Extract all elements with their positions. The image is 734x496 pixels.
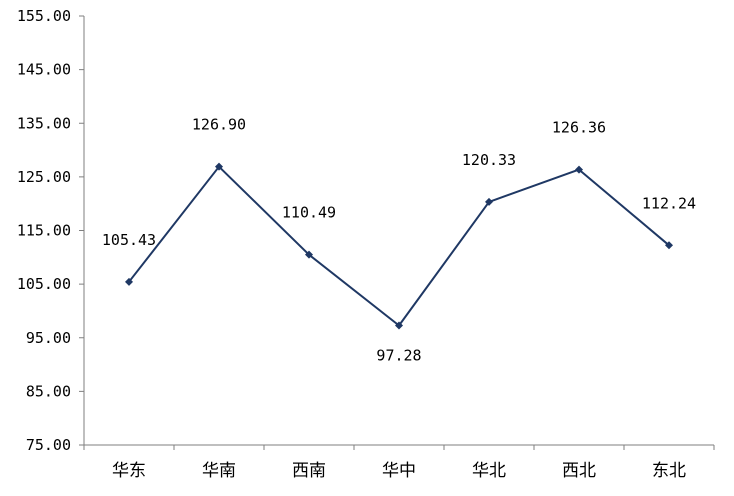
- data-label: 126.36: [552, 119, 606, 137]
- y-tick-label: 125.00: [17, 168, 71, 186]
- data-point-marker: [215, 162, 223, 171]
- data-point-marker: [575, 165, 583, 174]
- x-tick-label: 华南: [202, 461, 236, 481]
- x-tick-label: 华东: [112, 461, 146, 481]
- data-label: 110.49: [282, 204, 336, 222]
- x-tick-label: 华中: [382, 461, 416, 481]
- data-point-marker: [485, 197, 493, 206]
- x-tick-label: 西南: [292, 461, 326, 481]
- y-tick-label: 145.00: [17, 61, 71, 79]
- y-tick-label: 135.00: [17, 114, 71, 132]
- y-tick-label: 95.00: [26, 329, 71, 347]
- x-tick-label: 东北: [652, 461, 686, 481]
- data-point-marker: [665, 241, 673, 250]
- data-label: 126.90: [192, 116, 246, 134]
- data-label: 120.33: [462, 151, 516, 169]
- data-label: 112.24: [642, 194, 696, 212]
- y-tick-label: 85.00: [26, 382, 71, 400]
- x-tick-label: 西北: [562, 461, 596, 481]
- data-point-marker: [125, 277, 133, 286]
- y-tick-label: 115.00: [17, 222, 71, 240]
- y-tick-label: 155.00: [17, 7, 71, 25]
- data-label: 97.28: [376, 347, 421, 365]
- data-label: 105.43: [102, 231, 156, 249]
- series-line: [128, 165, 670, 327]
- data-point-marker: [395, 321, 403, 330]
- x-tick-label: 华北: [472, 461, 506, 481]
- y-tick-label: 75.00: [26, 436, 71, 454]
- y-tick-label: 105.00: [17, 275, 71, 293]
- data-point-marker: [305, 250, 313, 259]
